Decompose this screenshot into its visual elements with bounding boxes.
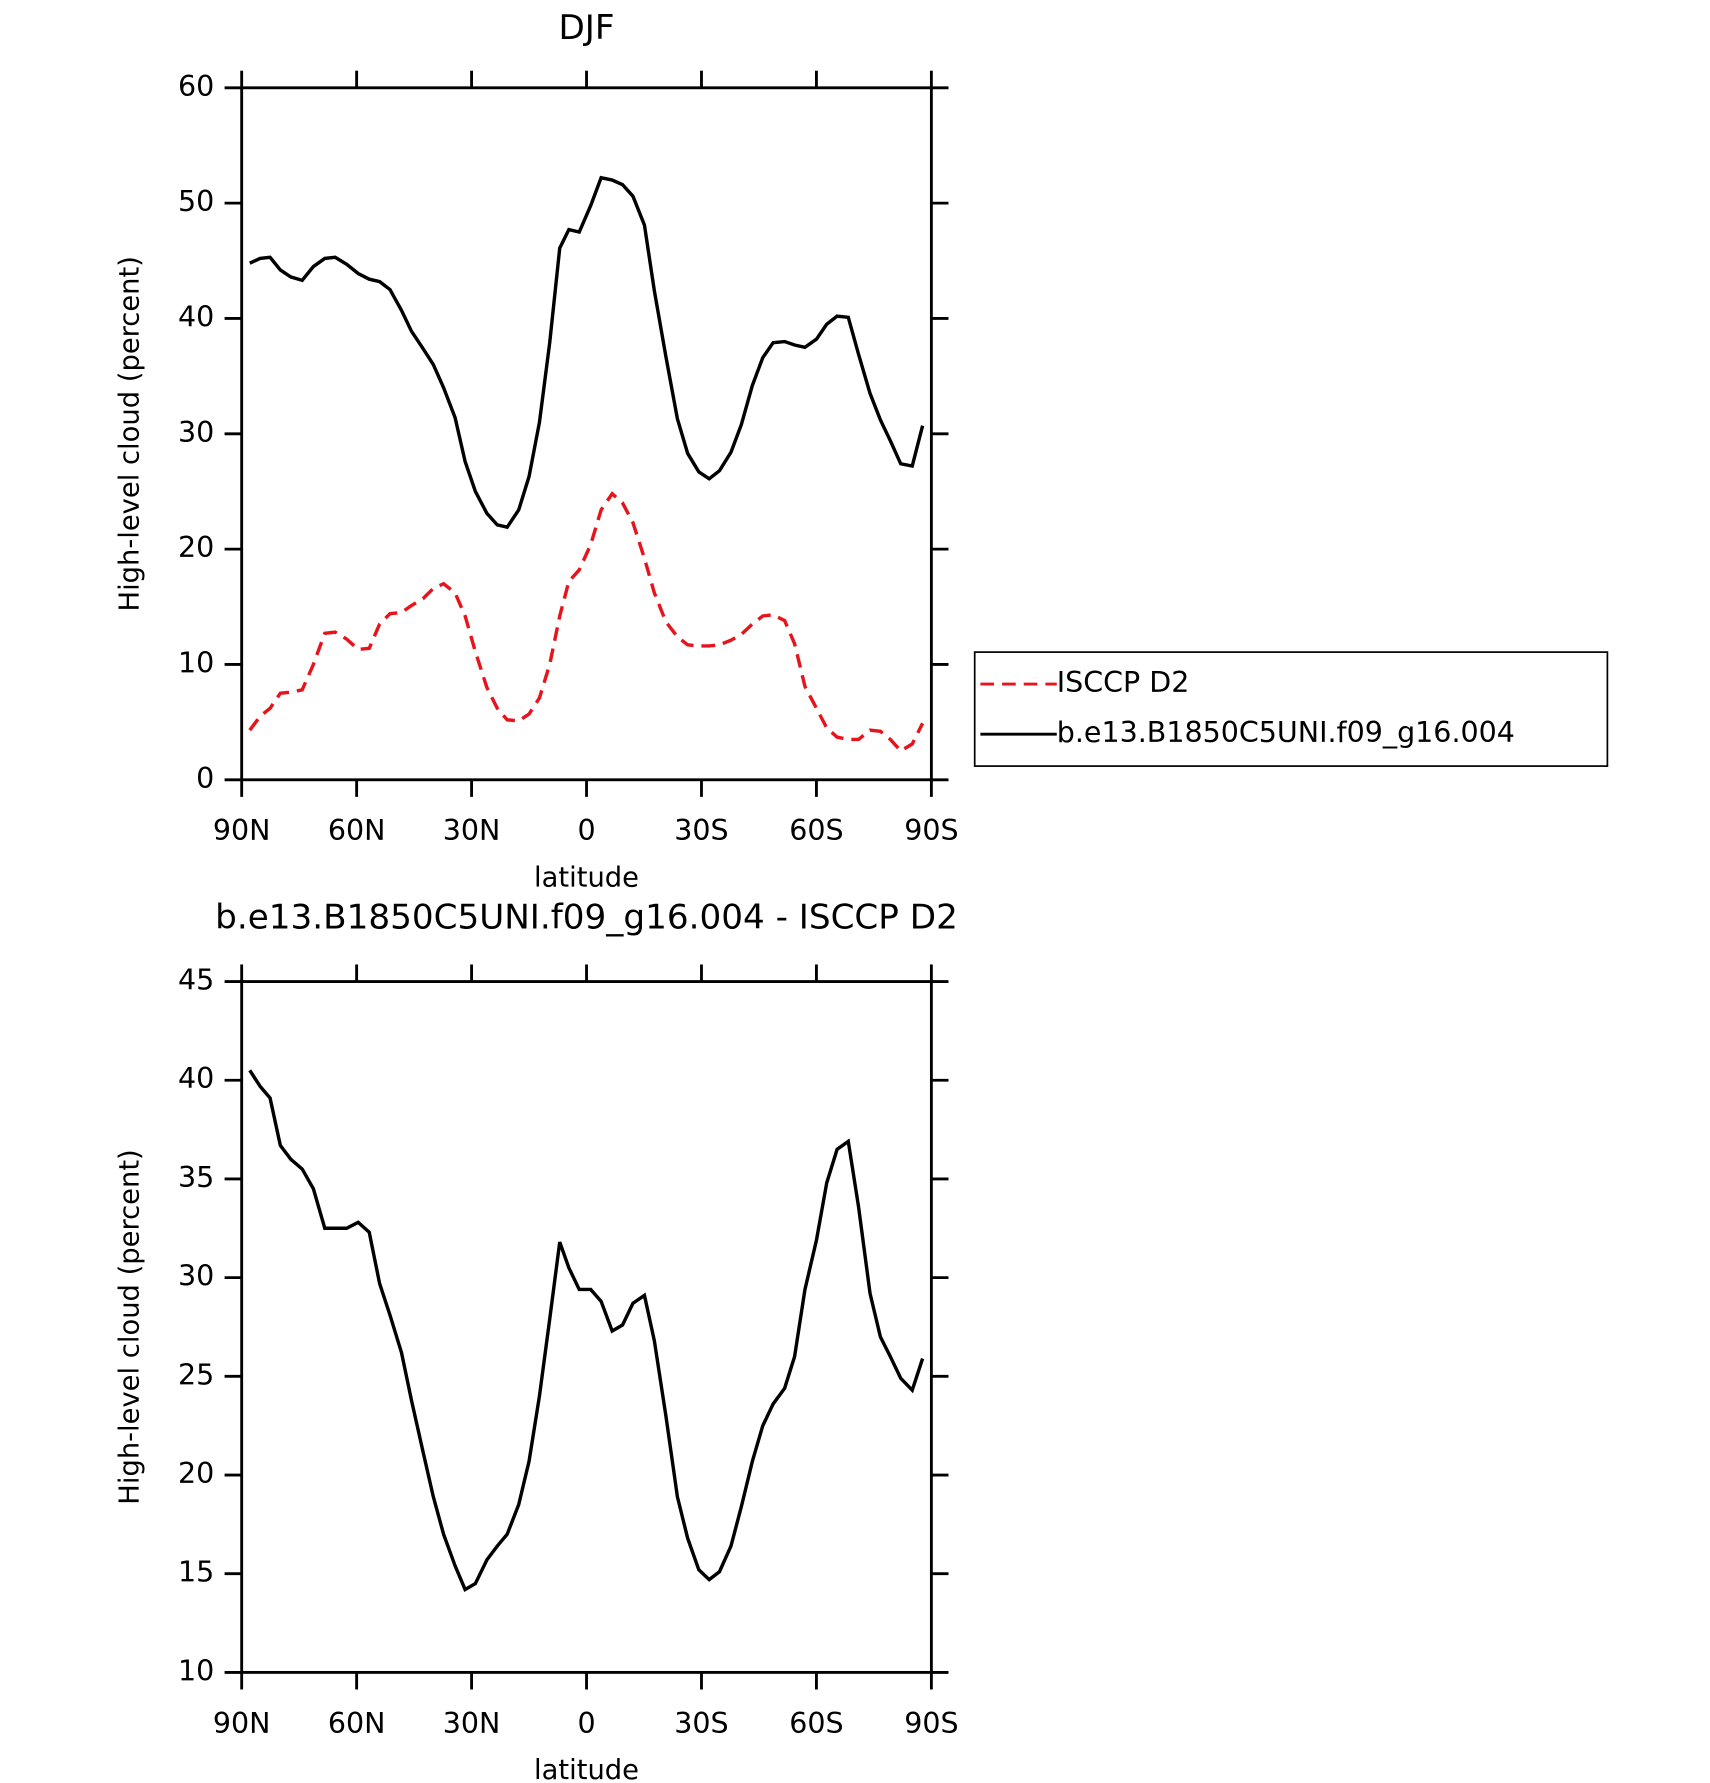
x-tick-label: 0 [577, 814, 595, 847]
x-tick-label: 60S [789, 1707, 843, 1740]
y-axis-label: High-level cloud (percent) [115, 256, 146, 611]
plot-frame [240, 86, 933, 782]
y-tick-label: 25 [178, 1358, 214, 1391]
x-tick-label: 90S [904, 1707, 958, 1740]
x-tick-label: 60N [328, 814, 386, 847]
x-tick-label: 30S [674, 1707, 728, 1740]
y-tick-label: 40 [178, 300, 214, 333]
x-tick-label: 90N [213, 814, 271, 847]
y-tick-label: 30 [178, 416, 214, 449]
y-tick-label: 60 [178, 70, 214, 103]
y-tick-label: 20 [178, 1457, 214, 1490]
x-tick-label: 90S [904, 814, 958, 847]
y-tick-label: 10 [178, 1654, 214, 1687]
y-axis-label: High-level cloud (percent) [115, 1149, 146, 1504]
legend-label: ISCCP D2 [1057, 666, 1190, 699]
y-tick-label: 15 [178, 1556, 214, 1589]
x-tick-label: 30S [674, 814, 728, 847]
data-line [248, 491, 925, 754]
chart-title: DJF [558, 8, 614, 48]
y-tick-label: 0 [196, 762, 214, 795]
plot-frame [240, 980, 933, 1674]
data-line [249, 175, 925, 530]
chart-title: b.e13.B1850C5UNI.f09_g16.004 - ISCCP D2 [215, 897, 958, 937]
x-axis-label: latitude [534, 1755, 639, 1783]
y-tick-label: 10 [178, 646, 214, 679]
y-tick-label: 45 [178, 964, 214, 997]
x-tick-label: 0 [577, 1707, 595, 1740]
x-tick-label: 90N [213, 1707, 271, 1740]
y-tick-label: 30 [178, 1260, 214, 1293]
data-line [248, 1069, 925, 1592]
x-tick-label: 30N [443, 1707, 501, 1740]
x-tick-label: 60N [328, 1707, 386, 1740]
legend-box [973, 651, 1609, 767]
legend-label: b.e13.B1850C5UNI.f09_g16.004 [1057, 716, 1515, 749]
y-tick-label: 20 [178, 531, 214, 564]
x-axis-label: latitude [534, 862, 639, 893]
x-tick-label: 60S [789, 814, 843, 847]
x-tick-label: 30N [443, 814, 501, 847]
y-tick-label: 50 [178, 185, 214, 218]
y-tick-label: 40 [178, 1062, 214, 1095]
y-tick-label: 35 [178, 1161, 214, 1194]
